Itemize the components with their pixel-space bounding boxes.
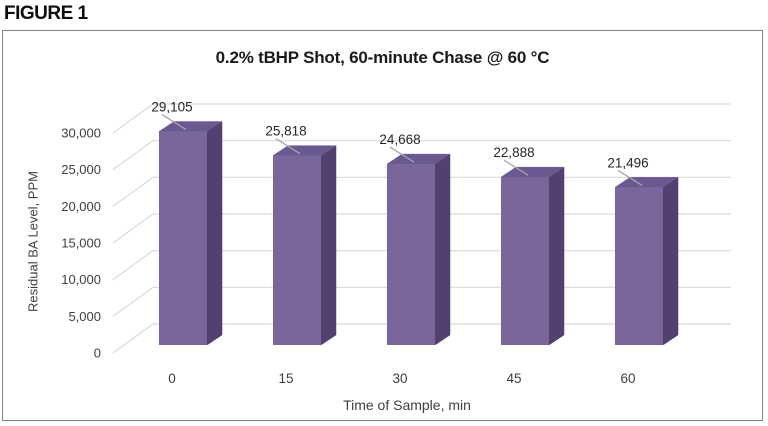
bar-side-face: [548, 166, 565, 346]
bar-front-face: [159, 131, 207, 345]
ytick-label: 5,000: [68, 309, 101, 324]
ytick-label: 0: [94, 346, 101, 361]
chart-container: 0.2% tBHP Shot, 60-minute Chase @ 60 °C …: [2, 30, 763, 421]
gridline-diagonal-tick: [112, 286, 154, 317]
data-label: 25,818: [265, 124, 306, 139]
xtick-label: 15: [278, 371, 293, 386]
xtick-label: 45: [506, 371, 521, 386]
xtick-label: 30: [392, 371, 407, 386]
gridline-diagonal-tick: [112, 176, 154, 207]
gridline-diagonal-tick: [112, 323, 154, 354]
xtick-label: 60: [620, 371, 635, 386]
chart-title: 0.2% tBHP Shot, 60-minute Chase @ 60 °C: [215, 48, 550, 67]
data-label-leader-line: [617, 169, 643, 186]
bar-front-face: [273, 155, 321, 345]
gridline-diagonal-tick: [112, 213, 154, 244]
y-axis-title: Residual BA Level, PPM: [25, 171, 41, 312]
data-label: 24,668: [379, 132, 420, 147]
data-label: 21,496: [607, 155, 648, 170]
bar-side-face: [434, 153, 451, 346]
xtick-label: 0: [168, 371, 176, 386]
ytick-label: 30,000: [61, 125, 101, 140]
bar-front-face: [387, 164, 435, 345]
data-label: 29,105: [151, 100, 192, 115]
gridline-diagonal-tick: [112, 250, 154, 281]
ytick-label: 20,000: [61, 199, 101, 214]
gridline-diagonal-tick: [112, 140, 154, 171]
data-label: 22,888: [493, 145, 534, 160]
bar-side-face: [320, 145, 337, 346]
bar-side-face: [662, 176, 679, 346]
bar-chart-plot: 0 5,000 10,000 15,000 20,000 25,000 30,000 29,1…: [61, 100, 731, 386]
figure-label: FIGURE 1: [4, 3, 88, 24]
data-label-leader-line: [161, 114, 187, 131]
bar-front-face: [615, 187, 663, 345]
bar-front-face: [501, 177, 549, 345]
data-label-leader-line: [275, 138, 301, 155]
data-label-leader-line: [503, 159, 529, 176]
data-label-leader-line: [389, 146, 415, 163]
ytick-label: 15,000: [61, 235, 101, 250]
gridline-diagonal-tick: [112, 103, 154, 134]
x-axis-title: Time of Sample, min: [343, 397, 471, 413]
bar-side-face: [206, 121, 223, 346]
ytick-label: 25,000: [61, 162, 101, 177]
ytick-label: 10,000: [61, 272, 101, 287]
